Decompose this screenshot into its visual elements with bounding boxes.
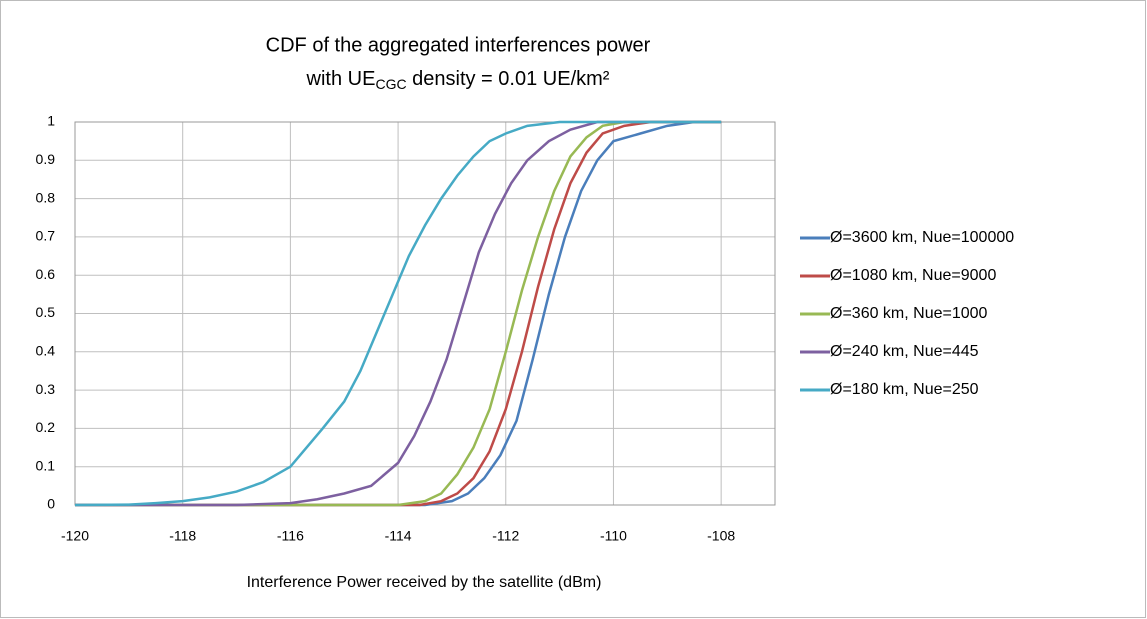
y-tick-label: 0.2	[36, 419, 56, 435]
legend-label: Ø=240 km, Nue=445	[830, 343, 979, 360]
y-tick-label: 1	[47, 113, 55, 129]
x-tick-label: -114	[385, 528, 412, 544]
y-tick-label: 0.3	[36, 381, 56, 397]
x-tick-label: -110	[600, 528, 627, 544]
y-tick-label: 0.6	[36, 266, 56, 282]
y-tick-label: 0.8	[36, 189, 56, 205]
legend-label: Ø=1080 km, Nue=9000	[830, 267, 996, 284]
series-line	[75, 120, 722, 507]
series-line	[74, 120, 722, 507]
chart-title: CDF of the aggregated interferences powe…	[266, 34, 651, 56]
x-tick-label: -108	[707, 528, 735, 544]
legend-label: Ø=180 km, Nue=250	[830, 381, 979, 398]
series-line	[75, 120, 722, 507]
x-tick-label: -118	[169, 528, 196, 544]
y-tick-label: 0.1	[36, 457, 56, 473]
series-line	[75, 120, 722, 507]
y-tick-label: 0.9	[36, 151, 56, 167]
x-tick-label: -116	[277, 528, 304, 544]
chart-title: with UECGC density = 0.01 UE/km²	[306, 68, 610, 91]
y-tick-label: 0	[47, 496, 55, 512]
x-tick-label: -120	[61, 528, 89, 544]
y-tick-label: 0.5	[36, 304, 56, 320]
y-tick-label: 0.7	[36, 228, 56, 244]
x-axis-label: Interference Power received by the satel…	[247, 574, 602, 591]
x-tick-label: -112	[492, 528, 519, 544]
legend-label: Ø=360 km, Nue=1000	[830, 305, 988, 322]
y-tick-label: 0.4	[36, 343, 56, 359]
series-line	[75, 120, 722, 507]
legend-label: Ø=3600 km, Nue=100000	[830, 229, 1014, 246]
